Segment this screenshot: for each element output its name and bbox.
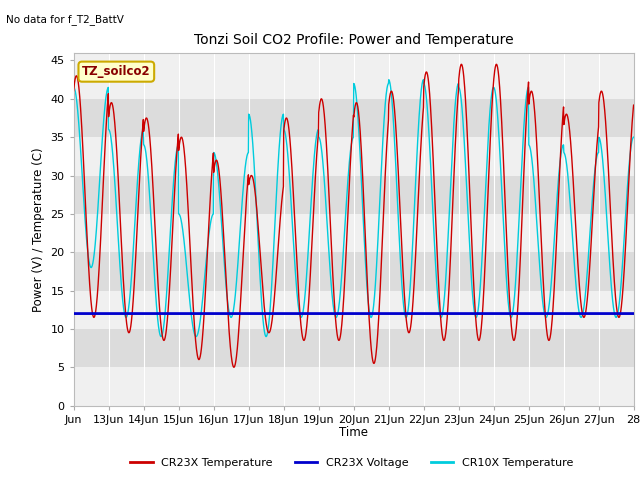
Text: No data for f_T2_BattV: No data for f_T2_BattV bbox=[6, 14, 124, 25]
Bar bbox=[74, 60, 634, 99]
Bar bbox=[74, 290, 634, 329]
Y-axis label: Power (V) / Temperature (C): Power (V) / Temperature (C) bbox=[32, 147, 45, 312]
Text: TZ_soilco2: TZ_soilco2 bbox=[82, 65, 150, 78]
Bar bbox=[74, 329, 634, 367]
Bar bbox=[74, 252, 634, 290]
Bar bbox=[74, 99, 634, 137]
Bar bbox=[74, 367, 634, 406]
Title: Tonzi Soil CO2 Profile: Power and Temperature: Tonzi Soil CO2 Profile: Power and Temper… bbox=[194, 34, 513, 48]
Legend: CR23X Temperature, CR23X Voltage, CR10X Temperature: CR23X Temperature, CR23X Voltage, CR10X … bbox=[126, 453, 578, 472]
Bar bbox=[74, 137, 634, 176]
Bar bbox=[74, 176, 634, 214]
Bar bbox=[74, 214, 634, 252]
X-axis label: Time: Time bbox=[339, 426, 368, 439]
